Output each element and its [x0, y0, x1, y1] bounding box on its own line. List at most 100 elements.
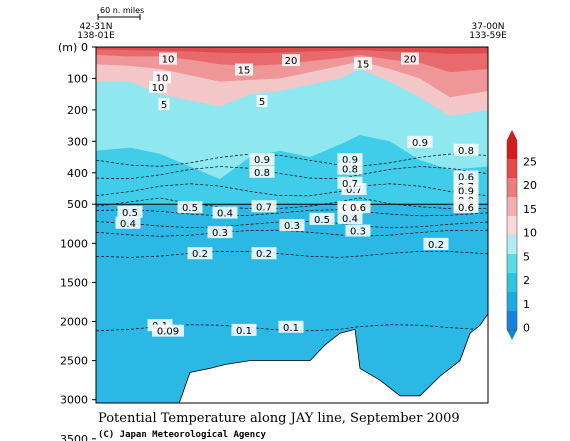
colorbar-segment	[507, 273, 517, 292]
contour-label-text: 0.09	[157, 327, 179, 338]
contour-label-text: 5	[259, 97, 265, 108]
contour-label-text: 0.5	[122, 208, 138, 219]
y-tick-label: 3000	[60, 394, 88, 407]
colorbar-level-label: 25	[523, 155, 537, 168]
contour-label-bg	[278, 320, 304, 333]
left-station-lat: 42-31N	[80, 22, 113, 32]
contour-label-bg	[251, 247, 277, 260]
colorbar-frame	[506, 139, 518, 331]
y-tick-label: 500	[67, 198, 88, 211]
contour-label-bg	[158, 98, 170, 111]
contour-label: 0.6	[453, 201, 479, 214]
contour-label: 0.9	[407, 135, 433, 149]
contour-label-bg	[153, 71, 171, 84]
contour-label-bg	[282, 54, 300, 67]
contour-label-bg	[309, 212, 335, 225]
contour-label: 0.1	[278, 320, 304, 334]
contour-label: 0.8	[453, 143, 479, 157]
y-tick-label: 400	[67, 167, 88, 180]
contour-label-bg	[187, 247, 213, 260]
contour-label-text: 0.7	[342, 179, 358, 190]
section-plot	[96, 47, 488, 403]
contour-label-text: 0.6	[458, 172, 474, 183]
contour-label: 15	[235, 63, 253, 77]
contour-label-text: 0.9	[342, 155, 358, 166]
contour-label-bg	[453, 143, 479, 156]
colorbar-segment	[507, 197, 517, 216]
contour-label: 0.4	[337, 212, 363, 225]
colorbar-segment	[507, 254, 517, 273]
y-tick-label: 2500	[60, 355, 88, 368]
contour-label-text: 10	[152, 83, 165, 94]
contour-label-text: 0.6	[350, 203, 366, 214]
contour-label-bg	[453, 170, 479, 183]
contour-label-text: 0.5	[314, 215, 330, 226]
contour-label-bg	[249, 165, 275, 178]
y-tick-label: 1500	[60, 276, 88, 289]
contour-label-text: 0.9	[412, 138, 428, 149]
contour-label-text: 15	[238, 66, 251, 77]
contour-label-bg	[354, 57, 372, 70]
contour-label-bg	[337, 162, 363, 175]
contour-label-bg	[212, 206, 238, 219]
contour-label-bg	[235, 63, 253, 76]
contour-label-text: 0.3	[212, 228, 228, 239]
section-header: 60 n. miles 42-31N 138-01E 37-00N 133-59…	[58, 6, 507, 54]
contour-label: 0.2	[187, 247, 213, 260]
contour-label: 10	[153, 71, 171, 84]
contour-label: 0.9	[249, 153, 275, 166]
contour-label: 10	[149, 80, 167, 94]
colorbar-segment	[507, 311, 517, 330]
y-tick-label: 1000	[60, 237, 88, 250]
contour-label-bg	[251, 200, 277, 213]
contour-label: 0.4	[212, 206, 238, 220]
contour-label-text: 0.1	[236, 326, 252, 337]
contour-label-bg	[117, 205, 143, 218]
contour-label-text: 0.9	[254, 155, 270, 166]
contour-label: 15	[354, 57, 372, 70]
contour-label-bg	[231, 323, 257, 336]
credit-text: (C) Japan Meteorological Agency	[98, 429, 267, 440]
contour-label-bg	[453, 184, 479, 197]
contour-label: 0.3	[207, 226, 233, 239]
right-station-lat: 37-00N	[472, 22, 505, 32]
contour-label: 0.4	[115, 216, 141, 230]
y-tick-label: 3500	[60, 433, 88, 441]
contour-label-bg	[345, 224, 371, 237]
contour-label: 0.2	[423, 237, 449, 251]
contour-label: 0.09	[152, 324, 184, 338]
colorbar-level-label: 1	[523, 298, 530, 311]
contour-label-bg	[279, 219, 305, 232]
y-tick-label: 300	[67, 135, 88, 148]
contour-label-bg	[401, 52, 419, 65]
isotherm-contour	[96, 197, 488, 210]
isotherm-contour	[96, 166, 488, 180]
contour-label-text: 0.5	[182, 203, 198, 214]
contour-label: 0.1	[231, 323, 257, 337]
contour-label-text: 0.8	[458, 146, 474, 157]
axes: 0 100 200 300 400 500 1000 1500 2000 2500 3000 3500	[60, 41, 489, 441]
colorbar-segment	[507, 140, 517, 159]
y-tick-label: 200	[67, 104, 88, 117]
contour-label: 0.5	[309, 212, 335, 226]
contour-label: 0.5	[177, 201, 203, 214]
contour-label-bg	[207, 226, 233, 239]
contour-label-bg	[423, 237, 449, 250]
seafloor-land	[96, 313, 488, 403]
contour-label-text: 0.7	[346, 185, 362, 196]
y-axis-ticks: 0 100 200 300 400 500 1000 1500 2000 2500 3000 3500	[60, 41, 96, 441]
contour-label-text: 20	[285, 56, 298, 67]
contour-label-bg	[177, 201, 203, 214]
contour-label: 10	[159, 52, 177, 66]
contour-label: 0.6	[453, 170, 479, 183]
contour-label-text: 0.2	[192, 249, 208, 260]
contour-label: 0.9	[337, 153, 363, 166]
contour-label-bg	[149, 80, 167, 93]
contour-label: 0.2	[251, 247, 277, 260]
contour-label-text: 0.4	[120, 219, 136, 230]
contour-label-text: 0.9	[458, 187, 474, 198]
contour-label-bg	[453, 201, 479, 214]
contour-label-text: 10	[162, 55, 175, 66]
contour-label-text: 0.3	[350, 227, 366, 238]
